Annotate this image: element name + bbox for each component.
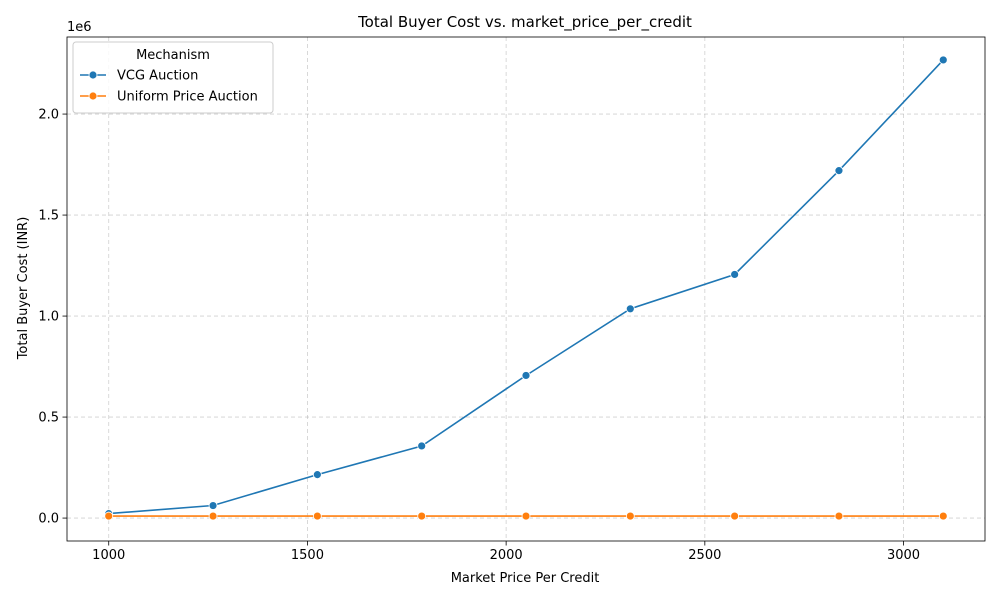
data-point bbox=[208, 511, 218, 521]
x-tick-label: 2000 bbox=[490, 548, 523, 563]
series-vcg-auction bbox=[104, 55, 948, 519]
data-point bbox=[521, 511, 531, 521]
chart-title: Total Buyer Cost vs. market_price_per_cr… bbox=[357, 13, 692, 32]
data-point bbox=[417, 511, 427, 521]
y-axis-label: Total Buyer Cost (INR) bbox=[16, 217, 31, 361]
legend: Mechanism VCG Auction Uniform Price Auctio… bbox=[72, 41, 274, 114]
data-point bbox=[834, 511, 844, 521]
series-layer bbox=[104, 55, 948, 521]
data-point bbox=[417, 441, 427, 451]
legend-title: Mechanism bbox=[136, 48, 210, 63]
data-point bbox=[312, 511, 322, 521]
legend-item: Uniform Price Auction bbox=[80, 90, 258, 105]
data-point bbox=[730, 270, 740, 279]
data-point bbox=[938, 511, 948, 521]
y-tick-label: 0.0 bbox=[38, 512, 59, 527]
legend-item: VCG Auction bbox=[80, 69, 198, 84]
legend-label: Uniform Price Auction bbox=[117, 90, 258, 105]
data-point bbox=[104, 511, 114, 521]
x-tick-label: 2500 bbox=[688, 548, 721, 563]
series-uniform-price-auction bbox=[104, 511, 948, 521]
plot-frame bbox=[66, 36, 986, 542]
data-point bbox=[208, 501, 218, 510]
legend-marker bbox=[88, 91, 98, 101]
legend-marker bbox=[88, 70, 98, 80]
data-point bbox=[521, 371, 531, 380]
data-point bbox=[730, 511, 740, 521]
y-tick-label: 1.5 bbox=[38, 209, 59, 224]
y-tick-label: 0.5 bbox=[38, 411, 59, 426]
axes: 1000 1500 2000 2500 3000 0.0 0.5 1.0 1.5 2.0 bbox=[38, 36, 986, 563]
series-line bbox=[108, 59, 944, 515]
data-point bbox=[312, 470, 322, 480]
legend-label: VCG Auction bbox=[117, 69, 198, 84]
y-axis-offset-label: 1e6 bbox=[67, 20, 92, 35]
x-tick-label: 3000 bbox=[887, 548, 920, 563]
data-point bbox=[834, 166, 844, 176]
legend-box bbox=[72, 41, 274, 114]
y-tick-label: 2.0 bbox=[38, 108, 59, 123]
x-tick-label: 1000 bbox=[92, 548, 125, 563]
y-tick-label: 1.0 bbox=[38, 310, 59, 325]
x-axis-label: Market Price Per Credit bbox=[451, 571, 600, 586]
data-point bbox=[625, 304, 635, 314]
x-tick-label: 1500 bbox=[291, 548, 324, 563]
data-point bbox=[625, 511, 635, 521]
data-point bbox=[938, 55, 948, 65]
